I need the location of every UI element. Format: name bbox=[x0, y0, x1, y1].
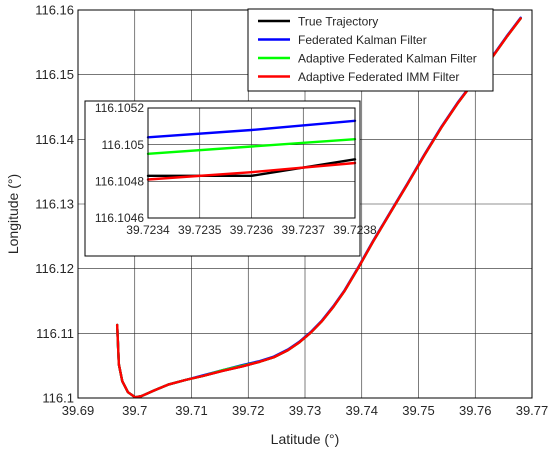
main-x-tick-label: 39.73 bbox=[289, 403, 322, 418]
inset-x-tick-labels: 39.7234 39.7235 39.7236 39.7237 39.7238 bbox=[126, 223, 377, 237]
inset-y-tick-labels: 116.1046 116.1048 116.105 116.1052 bbox=[95, 101, 144, 225]
main-y-tick-label: 116.12 bbox=[35, 261, 74, 276]
inset-lines bbox=[146, 119, 357, 181]
main-x-tick-label: 39.72 bbox=[232, 403, 265, 418]
main-y-tick-label: 116.14 bbox=[35, 132, 74, 147]
main-y-tick-label: 116.15 bbox=[35, 67, 74, 82]
main-y-tick-label: 116.16 bbox=[35, 3, 74, 18]
legend-entry-label: Federated Kalman Filter bbox=[298, 33, 427, 47]
inset-plot-frame bbox=[147, 107, 356, 219]
main-y-tick-label: 116.11 bbox=[36, 326, 74, 341]
inset-y-tick-label: 116.105 bbox=[102, 138, 145, 152]
legend: True Trajectory Federated Kalman Filter Ad… bbox=[247, 8, 494, 92]
x-tick-labels: 39.69 39.7 39.71 39.72 39.73 39.74 39.75 39.76 3… bbox=[62, 403, 549, 418]
inset-x-tick-label: 39.7236 bbox=[230, 223, 274, 237]
main-y-tick-label: 116.13 bbox=[35, 197, 74, 212]
inset-y-tick-label: 116.1048 bbox=[95, 175, 144, 189]
legend-entry-label: True Trajectory bbox=[298, 15, 378, 29]
inset-y-tick-label: 116.1052 bbox=[95, 101, 144, 115]
main-x-tick-label: 39.76 bbox=[459, 403, 492, 418]
main-lines bbox=[115, 16, 522, 399]
inset-x-tick-label: 39.7234 bbox=[126, 223, 170, 237]
main-y-tick-label: 116.1 bbox=[42, 391, 74, 406]
main-x-tick-label: 39.69 bbox=[62, 403, 95, 418]
legend-entry-label: Adaptive Federated IMM Filter bbox=[298, 70, 459, 84]
inset-x-tick-label: 39.7237 bbox=[282, 223, 326, 237]
y-axis-label: Longitude (°) bbox=[5, 174, 21, 254]
y-tick-labels: 116.1 116.11 116.12 116.13 116.14 116.15 116.1… bbox=[35, 3, 74, 406]
inset-y-tick-label: 116.1046 bbox=[95, 211, 144, 225]
inset-x-tick-label: 39.7235 bbox=[178, 223, 222, 237]
main-series-line-3 bbox=[115, 17, 522, 399]
inset-series-line-2 bbox=[146, 137, 357, 156]
inset-series-line-0 bbox=[146, 158, 357, 178]
main-x-tick-label: 39.77 bbox=[516, 403, 549, 418]
main-x-tick-label: 39.75 bbox=[402, 403, 435, 418]
x-axis-label: Latitude (°) bbox=[271, 431, 340, 447]
main-x-tick-label: 39.74 bbox=[345, 403, 378, 418]
legend-entry-label: Adaptive Federated Kalman Filter bbox=[298, 52, 477, 66]
inset-series-line-1 bbox=[146, 119, 357, 139]
inset-zoom-chart: 39.7234 39.7235 39.7236 39.7237 39.7238 116.… bbox=[84, 100, 377, 257]
inset-x-tick-label: 39.7238 bbox=[333, 223, 377, 237]
main-x-tick-label: 39.7 bbox=[122, 403, 147, 418]
main-x-tick-label: 39.71 bbox=[175, 403, 208, 418]
inset-series-line-3 bbox=[146, 161, 357, 181]
